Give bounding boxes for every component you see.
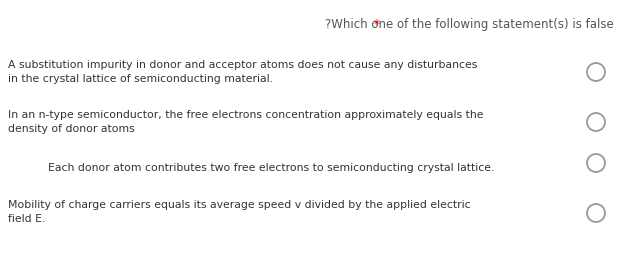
Text: Mobility of charge carriers equals its average speed v divided by the applied el: Mobility of charge carriers equals its a… bbox=[8, 200, 471, 210]
Text: in the crystal lattice of semiconducting material.: in the crystal lattice of semiconducting… bbox=[8, 74, 273, 84]
Text: field E.: field E. bbox=[8, 214, 45, 224]
Text: In an n-type semiconductor, the free electrons concentration approximately equal: In an n-type semiconductor, the free ele… bbox=[8, 110, 483, 120]
Text: ?Which one of the following statement(s) is false: ?Which one of the following statement(s)… bbox=[325, 18, 614, 31]
Text: density of donor atoms: density of donor atoms bbox=[8, 124, 135, 134]
Text: *: * bbox=[374, 18, 384, 31]
Text: Each donor atom contributes two free electrons to semiconducting crystal lattice: Each donor atom contributes two free ele… bbox=[48, 163, 494, 173]
Text: A substitution impurity in donor and acceptor atoms does not cause any disturban: A substitution impurity in donor and acc… bbox=[8, 60, 477, 70]
